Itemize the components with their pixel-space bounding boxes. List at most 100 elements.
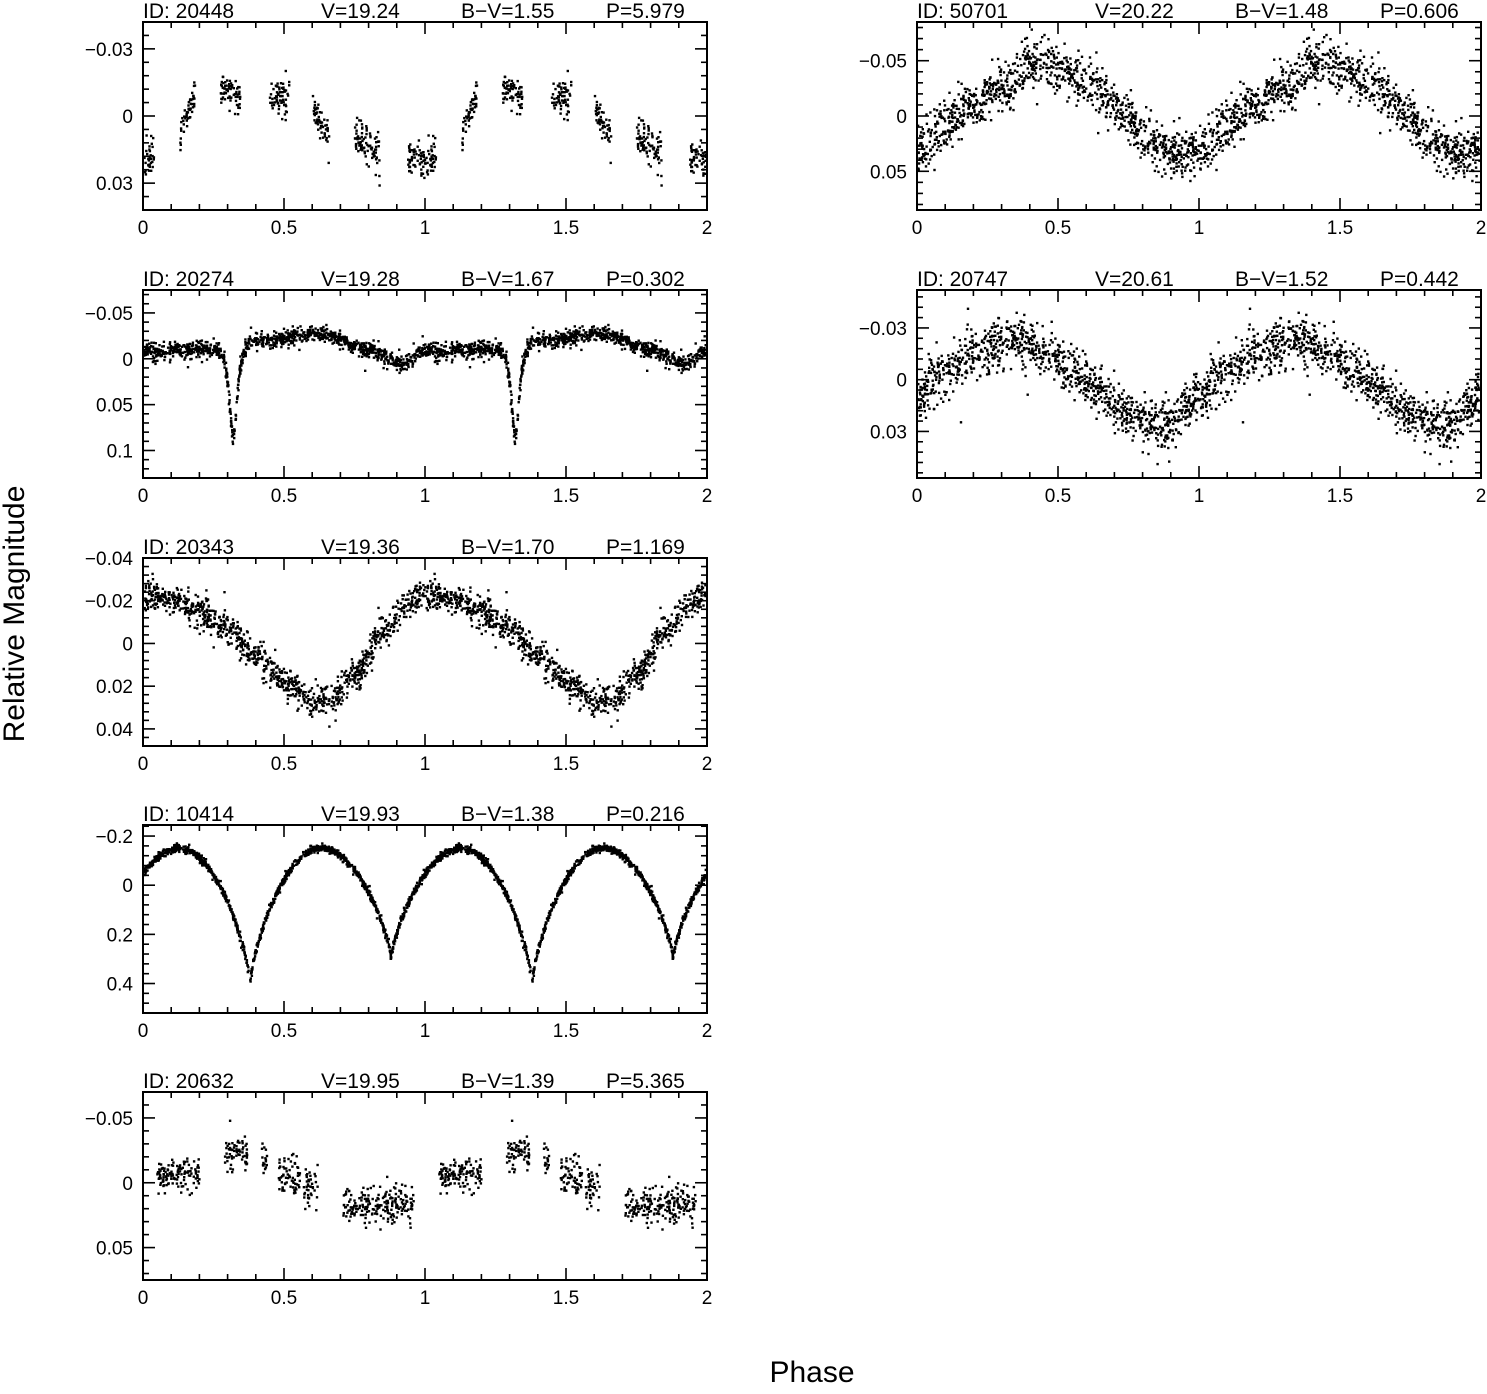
data-point xyxy=(200,342,203,346)
data-point xyxy=(376,161,379,165)
data-points xyxy=(143,572,707,728)
data-point xyxy=(278,91,282,94)
data-point xyxy=(567,680,570,683)
data-point xyxy=(433,604,437,607)
data-point xyxy=(450,598,453,602)
data-point xyxy=(567,336,571,339)
data-point xyxy=(342,693,345,696)
data-point xyxy=(522,640,526,643)
data-point xyxy=(461,607,464,610)
data-point xyxy=(581,689,585,692)
data-point xyxy=(318,111,322,114)
data-point xyxy=(338,329,342,332)
data-point xyxy=(325,323,328,327)
data-point xyxy=(472,98,475,102)
data-point xyxy=(412,603,415,606)
panel-title-part-2: V=19.24 xyxy=(321,0,400,23)
data-point xyxy=(207,615,210,619)
data-point xyxy=(704,159,707,162)
data-point xyxy=(351,342,355,346)
data-point xyxy=(243,639,246,642)
data-point xyxy=(255,663,258,666)
data-point xyxy=(538,652,541,655)
data-point xyxy=(287,679,291,683)
data-point xyxy=(619,690,622,693)
data-point xyxy=(313,119,316,122)
data-point xyxy=(205,358,209,361)
data-point xyxy=(160,595,163,598)
data-point xyxy=(286,688,290,691)
data-point xyxy=(371,651,374,655)
data-point xyxy=(599,115,602,119)
data-point xyxy=(429,579,432,583)
data-point xyxy=(465,350,468,354)
data-point xyxy=(695,590,698,593)
data-point xyxy=(361,650,364,653)
data-point xyxy=(505,591,508,594)
data-point xyxy=(425,354,428,357)
data-point xyxy=(340,670,343,673)
data-point xyxy=(570,694,574,697)
data-point xyxy=(152,158,155,161)
data-point xyxy=(601,698,604,701)
data-point xyxy=(405,615,408,619)
data-point xyxy=(236,397,239,401)
data-point xyxy=(530,658,533,661)
data-point xyxy=(280,101,283,104)
data-point xyxy=(657,356,660,359)
data-point xyxy=(344,338,347,341)
data-point xyxy=(204,349,207,352)
data-point xyxy=(410,601,414,604)
data-point xyxy=(271,107,274,110)
data-point xyxy=(464,344,467,347)
data-point xyxy=(179,141,182,144)
data-point xyxy=(208,347,212,350)
data-point xyxy=(223,91,226,94)
data-point xyxy=(435,351,439,354)
data-point xyxy=(145,346,148,349)
data-point xyxy=(504,357,508,360)
data-point xyxy=(426,161,429,165)
data-point xyxy=(652,346,656,350)
data-point xyxy=(229,417,233,420)
data-point xyxy=(607,136,610,140)
data-point xyxy=(531,326,535,329)
data-point xyxy=(164,590,167,594)
data-point xyxy=(337,700,341,703)
data-point xyxy=(640,685,643,688)
data-point xyxy=(588,335,592,338)
data-point xyxy=(319,127,322,130)
data-point xyxy=(446,590,449,594)
data-point xyxy=(524,348,527,352)
data-point xyxy=(355,132,358,135)
data-point xyxy=(588,694,592,697)
data-point xyxy=(274,84,278,87)
data-point xyxy=(699,154,703,157)
data-point xyxy=(324,128,328,131)
data-point xyxy=(199,602,202,606)
data-point xyxy=(594,109,597,113)
data-point xyxy=(238,86,241,89)
data-point xyxy=(683,598,686,601)
data-point xyxy=(530,335,534,338)
data-point xyxy=(212,623,215,626)
data-point xyxy=(363,662,366,665)
data-point xyxy=(639,341,642,344)
data-point xyxy=(420,172,423,175)
data-point xyxy=(502,84,505,88)
data-point xyxy=(515,631,518,634)
data-point xyxy=(631,678,634,681)
data-point xyxy=(153,347,157,350)
data-point xyxy=(234,418,237,421)
data-point xyxy=(536,650,539,653)
data-point xyxy=(418,355,422,358)
data-point xyxy=(652,656,655,659)
data-point xyxy=(365,656,368,659)
data-point xyxy=(395,621,398,625)
data-point xyxy=(260,330,263,333)
data-point xyxy=(258,652,262,655)
data-point xyxy=(202,353,205,356)
data-point xyxy=(343,335,346,338)
data-point xyxy=(145,134,148,137)
data-point xyxy=(222,615,225,619)
